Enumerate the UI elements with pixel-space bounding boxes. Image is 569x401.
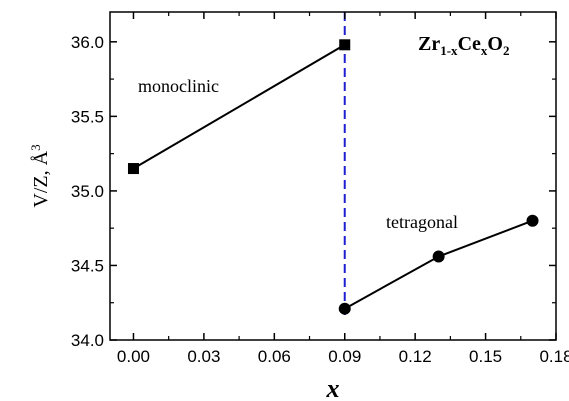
- tick-layer: 0.00 0.03 0.06 0.09 0.12 0.15 0.18 34.0 34.5 35.0…: [71, 12, 569, 366]
- y-axis-title: V/Z, Å3: [28, 144, 53, 207]
- tetragonal-label: tetragonal: [386, 212, 458, 232]
- data-point-square: [339, 39, 351, 51]
- formula-subscript: 1-x: [440, 43, 458, 58]
- y-tick-label: 35.0: [71, 182, 104, 201]
- plot-frame: [109, 11, 557, 341]
- data-point-circle: [338, 302, 351, 315]
- y-axis-title-group: V/Z, Å3: [28, 144, 53, 207]
- series-layer: [127, 39, 539, 315]
- data-point-circle: [526, 214, 539, 227]
- x-tick-label: 0.09: [328, 347, 361, 366]
- data-point-square: [127, 163, 139, 175]
- x-tick-label: 0.18: [539, 347, 569, 366]
- x-tick-label: 0.12: [399, 347, 432, 366]
- y-tick-label: 35.5: [71, 107, 104, 126]
- y-axis-title-superscript: 3: [28, 144, 43, 151]
- series-line-monoclinic: [132, 43, 346, 170]
- chemical-formula: Zr1-xCexO2: [418, 33, 509, 58]
- x-tick-label: 0.06: [258, 347, 291, 366]
- x-tick-label: 0.00: [117, 347, 150, 366]
- formula-symbol: Zr: [418, 33, 440, 55]
- y-tick-label: 34.5: [71, 256, 104, 275]
- formula-symbol: O: [487, 33, 503, 55]
- y-tick-label: 34.0: [71, 331, 104, 350]
- formula-subscript: 2: [503, 43, 510, 58]
- formula-subscript: x: [481, 43, 488, 58]
- formula-symbol: Ce: [458, 33, 481, 55]
- x-tick-label: 0.03: [187, 347, 220, 366]
- series-line-tetragonal: [344, 219, 533, 310]
- x-axis-title: x: [326, 374, 340, 401]
- y-axis-title-text: V/Z, Å: [30, 150, 52, 207]
- x-tick-label: 0.15: [469, 347, 502, 366]
- monoclinic-label: monoclinic: [138, 76, 219, 96]
- y-tick-label: 36.0: [71, 33, 104, 52]
- data-point-circle: [432, 250, 445, 263]
